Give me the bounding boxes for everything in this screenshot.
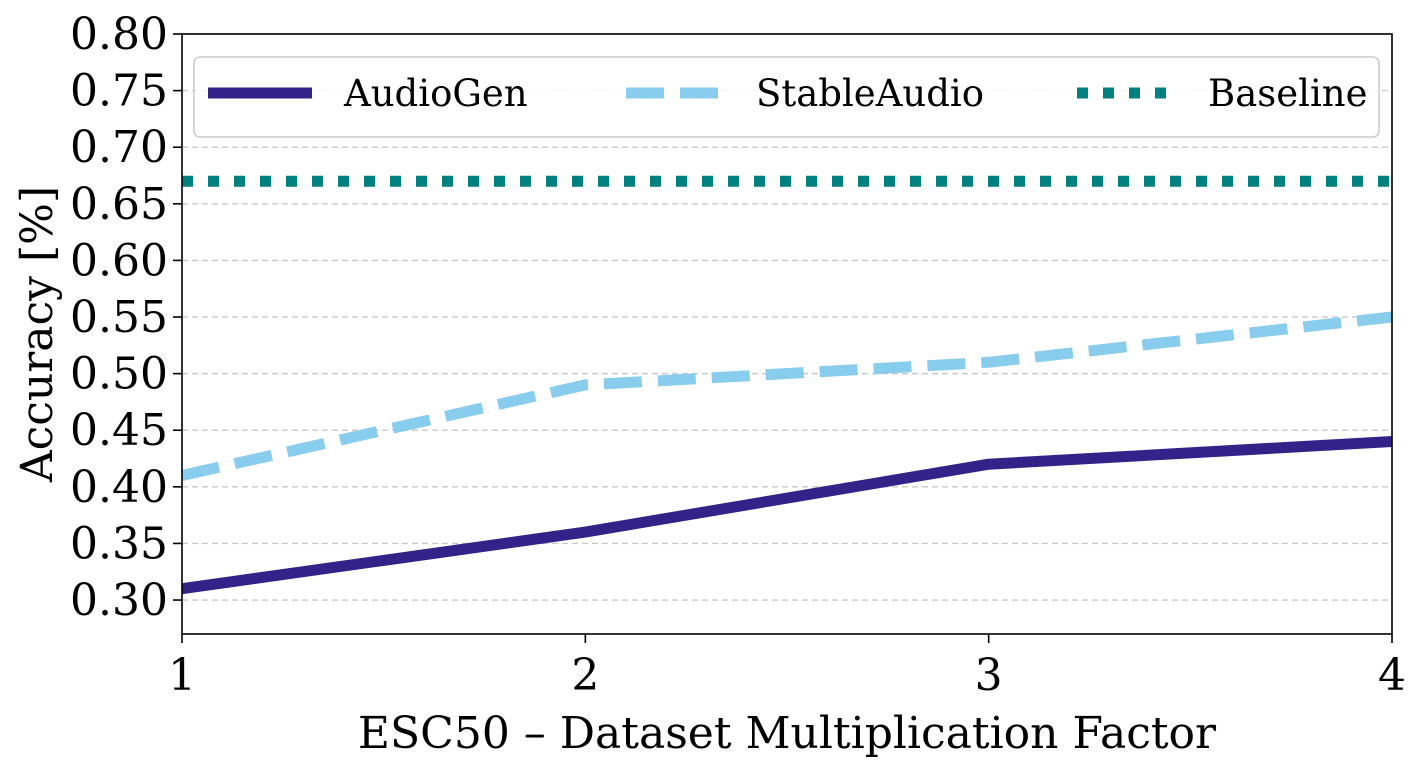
y-tick-label: 0.30 xyxy=(70,575,168,626)
series-line-stableaudio xyxy=(180,311,1393,481)
series-line-audiogen xyxy=(181,436,1393,595)
y-tick-label: 0.40 xyxy=(70,462,168,513)
y-tick-label: 0.70 xyxy=(70,122,168,173)
y-tick-label: 0.55 xyxy=(70,292,168,343)
axis-ticks: 0.30 0.350.40 0.450.50 0.55 0.600.65 0.700.75… xyxy=(70,9,1406,701)
legend-box xyxy=(193,56,1380,138)
y-tick-label: 0.65 xyxy=(70,179,168,230)
y-axis-label: Accuracy [%] xyxy=(12,186,63,483)
x-tick-label: 4 xyxy=(1378,650,1406,701)
x-tick-label: 3 xyxy=(975,650,1003,701)
y-tick-label: 0.50 xyxy=(70,349,168,400)
y-tick-label: 0.45 xyxy=(70,405,168,456)
y-tick-label: 0.75 xyxy=(70,66,168,117)
x-tick-label: 1 xyxy=(168,650,196,701)
series-lines xyxy=(180,175,1393,595)
x-tick-label: 2 xyxy=(571,650,599,701)
legend-label-audiogen: AudioGen xyxy=(343,72,528,115)
y-tick-label: 0.60 xyxy=(70,235,168,286)
y-tick-label: 0.35 xyxy=(70,518,168,569)
x-axis-label: ESC50 – Dataset Multiplication Factor xyxy=(358,708,1217,759)
legend: AudioGen StableAudio Baseline xyxy=(193,56,1380,138)
y-tick-label: 0.80 xyxy=(70,9,168,60)
legend-label-stableaudio: StableAudio xyxy=(756,72,984,115)
legend-label-baseline: Baseline xyxy=(1208,72,1368,115)
plot-frame xyxy=(181,33,1393,635)
